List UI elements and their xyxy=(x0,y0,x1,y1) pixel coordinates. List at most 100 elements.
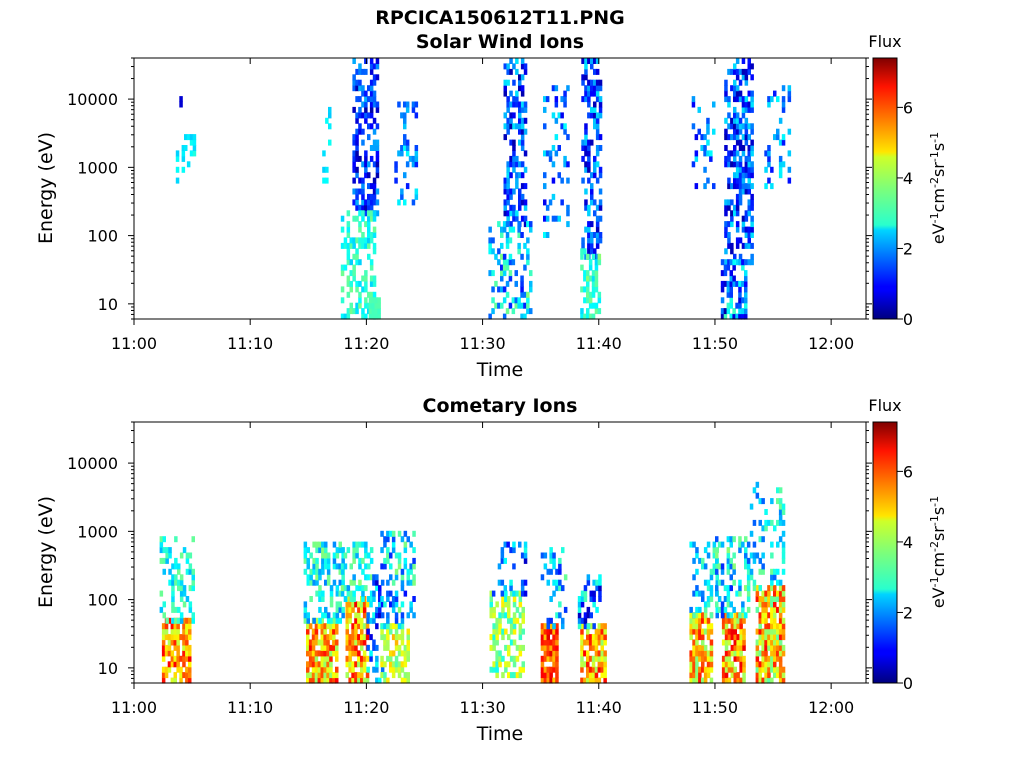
flux-cell xyxy=(590,79,594,86)
flux-cell xyxy=(586,297,590,304)
flux-cell xyxy=(755,677,760,684)
flux-cell xyxy=(733,172,737,179)
flux-cell xyxy=(720,259,725,266)
flux-cell xyxy=(369,596,374,602)
flux-cell xyxy=(352,74,356,81)
flux-cell xyxy=(507,601,511,608)
flux-cell xyxy=(695,666,699,673)
flux-cell xyxy=(357,639,361,646)
flux-cell xyxy=(709,650,714,657)
flux-cell xyxy=(372,74,377,81)
flux-cell xyxy=(695,677,699,684)
flux-cell xyxy=(600,634,604,641)
flux-cell xyxy=(171,563,175,570)
flux-cell xyxy=(351,650,355,657)
flux-cell xyxy=(552,661,556,668)
flux-cell xyxy=(698,677,702,684)
flux-cell xyxy=(174,606,178,613)
flux-cell xyxy=(352,596,356,602)
flux-cell xyxy=(162,568,166,575)
flux-cell xyxy=(695,585,699,592)
flux-cell xyxy=(501,612,505,619)
flux-cell xyxy=(492,628,496,635)
flux-cell xyxy=(386,536,390,543)
flux-cell xyxy=(587,226,591,233)
flux-cell xyxy=(741,96,746,103)
flux-cell xyxy=(588,666,593,673)
flux-cell xyxy=(764,601,768,608)
flux-cell xyxy=(750,63,754,70)
flux-cell xyxy=(735,68,740,75)
flux-cell xyxy=(521,617,525,624)
x-axis-solar-wind: 11:00 11:10 11:20 11:30 11:40 11:50 12:00 xyxy=(111,58,854,353)
flux-cell xyxy=(591,291,596,298)
flux-cell xyxy=(508,253,513,260)
flux-cell xyxy=(593,90,597,97)
flux-cell xyxy=(580,644,584,651)
flux-cell xyxy=(364,242,368,249)
flux-cell xyxy=(343,563,348,570)
flux-cell xyxy=(159,590,164,597)
flux-cell xyxy=(706,601,711,608)
flux-cell xyxy=(332,552,337,559)
flux-cell xyxy=(507,650,511,657)
flux-cell xyxy=(188,672,192,679)
flux-cell xyxy=(720,606,725,613)
flux-cell xyxy=(523,552,528,559)
flux-cell xyxy=(723,270,728,277)
flux-cell xyxy=(394,552,399,559)
flux-cell xyxy=(498,650,502,657)
flux-cell xyxy=(586,677,590,684)
flux-cell xyxy=(586,286,590,293)
flux-cell xyxy=(736,655,740,662)
flux-cell xyxy=(600,639,604,646)
flux-cell xyxy=(586,280,590,287)
flux-cell xyxy=(503,134,507,141)
flux-cell xyxy=(720,601,725,608)
flux-cell xyxy=(747,232,751,238)
flux-cell xyxy=(738,308,742,315)
flux-cell xyxy=(164,672,169,679)
flux-cell xyxy=(590,85,594,92)
flux-cell xyxy=(773,617,777,624)
flux-cell xyxy=(603,655,607,662)
flux-cell xyxy=(179,677,183,684)
flux-cell xyxy=(354,661,358,668)
flux-cell xyxy=(552,655,556,662)
flux-cell xyxy=(709,150,713,157)
flux-cell xyxy=(507,612,511,619)
flux-cell xyxy=(738,172,743,179)
flux-cell xyxy=(709,568,714,575)
flux-cell xyxy=(369,259,374,266)
flux-cell xyxy=(391,596,396,602)
flux-cell xyxy=(503,85,507,92)
flux-cell xyxy=(758,639,762,646)
flux-cell xyxy=(750,193,754,200)
flux-cell xyxy=(750,166,754,173)
flux-cell xyxy=(191,585,195,592)
flux-cell xyxy=(726,302,731,309)
flux-cell xyxy=(761,552,765,559)
y-axis-title-solar-wind: Energy (eV) xyxy=(35,132,57,244)
flux-cell xyxy=(742,677,746,684)
flux-cell xyxy=(724,221,728,228)
flux-cell xyxy=(741,166,746,173)
flux-cell xyxy=(580,601,585,608)
flux-cell xyxy=(188,661,192,668)
flux-cell xyxy=(505,259,510,266)
flux-cell xyxy=(549,644,553,651)
flux-cell xyxy=(761,536,765,543)
flux-cell xyxy=(497,579,502,586)
flux-cell xyxy=(358,177,362,184)
flux-cell xyxy=(561,623,565,630)
flux-cell xyxy=(594,270,599,277)
flux-cell xyxy=(406,650,410,657)
flux-cell xyxy=(358,291,362,298)
flux-cell xyxy=(732,552,736,559)
flux-cell xyxy=(391,530,396,537)
flux-cell xyxy=(781,139,786,146)
flux-cell xyxy=(781,96,786,103)
flux-cell xyxy=(736,617,740,624)
flux-cell xyxy=(543,634,548,641)
flux-cell xyxy=(730,123,734,130)
